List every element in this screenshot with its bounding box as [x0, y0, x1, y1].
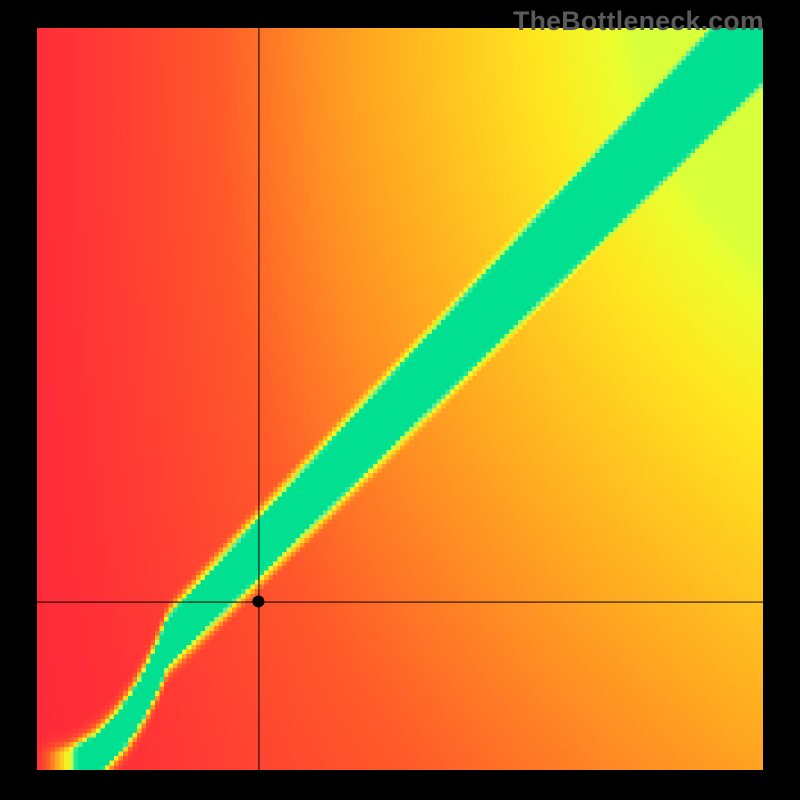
overlay-canvas [37, 28, 763, 770]
bottleneck-heatmap [37, 28, 763, 770]
canvas-wrap [37, 28, 763, 770]
watermark-text: TheBottleneck.com [513, 6, 764, 37]
